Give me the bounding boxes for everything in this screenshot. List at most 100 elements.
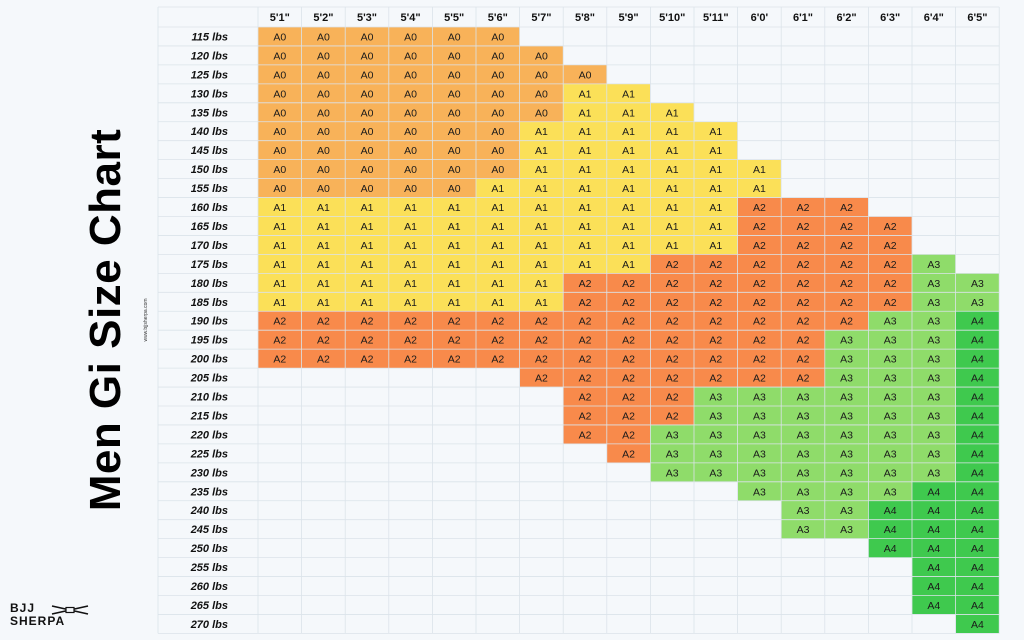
cell-label: A0 xyxy=(361,126,374,138)
cell-label: A2 xyxy=(840,202,853,214)
cell-label: A2 xyxy=(622,335,635,347)
cell-label: A1 xyxy=(535,221,548,233)
cell-label: A2 xyxy=(709,373,722,385)
cell-label: A3 xyxy=(840,524,853,536)
cell-label: A2 xyxy=(579,316,592,328)
cell-label: A1 xyxy=(579,88,592,100)
cell-label: A0 xyxy=(317,126,330,138)
cell-fill xyxy=(606,216,651,236)
cell-fill xyxy=(694,387,738,406)
cell-label: A2 xyxy=(317,335,330,347)
cell-label: A1 xyxy=(709,221,722,233)
cell-label: A2 xyxy=(709,335,722,347)
cell-fill xyxy=(258,292,302,312)
cell-label: A1 xyxy=(491,259,504,271)
cell-fill xyxy=(737,216,782,236)
cell-fill xyxy=(563,102,607,122)
cell-label: A0 xyxy=(535,88,548,100)
column-header: 5'8" xyxy=(575,12,595,24)
cell-label: A2 xyxy=(840,240,853,252)
cell-fill xyxy=(955,406,1000,425)
cell-fill xyxy=(258,197,302,217)
cell-fill xyxy=(301,330,346,350)
row-label: 265 lbs xyxy=(190,600,228,612)
cell-fill xyxy=(519,254,564,274)
cell-fill xyxy=(301,159,346,179)
cell-fill xyxy=(476,45,520,65)
cell-fill xyxy=(519,216,564,236)
cell-label: A2 xyxy=(666,316,679,328)
cell-label: A1 xyxy=(448,202,461,214)
column-header: 6'2" xyxy=(837,12,857,24)
cell-fill xyxy=(388,140,433,160)
cell-fill xyxy=(737,462,782,482)
row-label: 195 lbs xyxy=(191,335,228,347)
cell-label: A1 xyxy=(273,240,286,252)
cell-fill xyxy=(781,197,825,217)
cell-label: A0 xyxy=(448,88,461,100)
cell-label: A2 xyxy=(753,240,766,252)
cell-fill xyxy=(694,273,738,293)
cell-label: A0 xyxy=(273,126,286,138)
cell-label: A1 xyxy=(273,202,286,214)
cell-label: A1 xyxy=(317,278,330,290)
cell-fill xyxy=(388,216,433,236)
cell-fill xyxy=(563,64,607,84)
cell-label: A4 xyxy=(971,335,984,347)
cell-label: A2 xyxy=(535,373,548,385)
cell-label: A2 xyxy=(317,354,330,366)
cell-fill xyxy=(258,349,302,369)
cell-fill xyxy=(955,387,1000,406)
cell-fill xyxy=(912,387,956,406)
cell-label: A2 xyxy=(448,316,461,328)
cell-label: A0 xyxy=(361,88,374,100)
cell-fill xyxy=(737,387,782,406)
cell-fill xyxy=(694,197,738,217)
cell-fill xyxy=(824,500,869,520)
cell-label: A1 xyxy=(273,259,286,271)
cell-label: A1 xyxy=(622,183,635,195)
cell-fill xyxy=(606,349,651,369)
cell-fill xyxy=(737,197,782,217)
cell-fill xyxy=(868,443,912,463)
cell-label: A1 xyxy=(622,107,635,119)
cell-label: A0 xyxy=(273,69,286,81)
cell-label: A4 xyxy=(971,410,984,422)
cell-fill xyxy=(606,254,651,274)
cell-fill xyxy=(694,235,738,255)
row-label: 240 lbs xyxy=(190,505,228,517)
column-header: 5'4" xyxy=(401,12,421,24)
cell-label: A3 xyxy=(884,316,897,328)
cell-fill xyxy=(868,349,912,369)
cell-fill xyxy=(388,83,433,103)
cell-fill xyxy=(563,406,607,425)
column-header: 5'10" xyxy=(659,12,685,24)
cell-label: A1 xyxy=(491,297,504,309)
cell-label: A3 xyxy=(797,524,810,536)
cell-fill xyxy=(781,443,825,463)
cell-label: A0 xyxy=(491,126,504,138)
cell-fill xyxy=(955,576,1000,596)
cell-fill xyxy=(345,64,389,84)
cell-fill xyxy=(476,102,520,122)
cell-label: A0 xyxy=(317,164,330,176)
cell-fill xyxy=(781,330,825,350)
row-label: 120 lbs xyxy=(191,50,228,62)
cell-fill xyxy=(606,197,651,217)
cell-label: A2 xyxy=(709,259,722,271)
logo: BJJ SHERPA xyxy=(10,602,89,632)
cell-label: A2 xyxy=(622,316,635,328)
cell-label: A3 xyxy=(840,467,853,479)
cell-fill xyxy=(301,216,346,236)
cell-label: A1 xyxy=(622,202,635,214)
cell-label: A1 xyxy=(535,164,548,176)
cell-fill xyxy=(650,406,694,425)
cell-label: A2 xyxy=(840,221,853,233)
row-label: 255 lbs xyxy=(190,562,228,574)
row-label: 130 lbs xyxy=(191,88,228,100)
cell-label: A1 xyxy=(666,126,679,138)
cell-fill xyxy=(694,292,738,312)
cell-label: A0 xyxy=(404,183,417,195)
cell-fill xyxy=(824,387,869,406)
cell-fill xyxy=(650,368,694,388)
